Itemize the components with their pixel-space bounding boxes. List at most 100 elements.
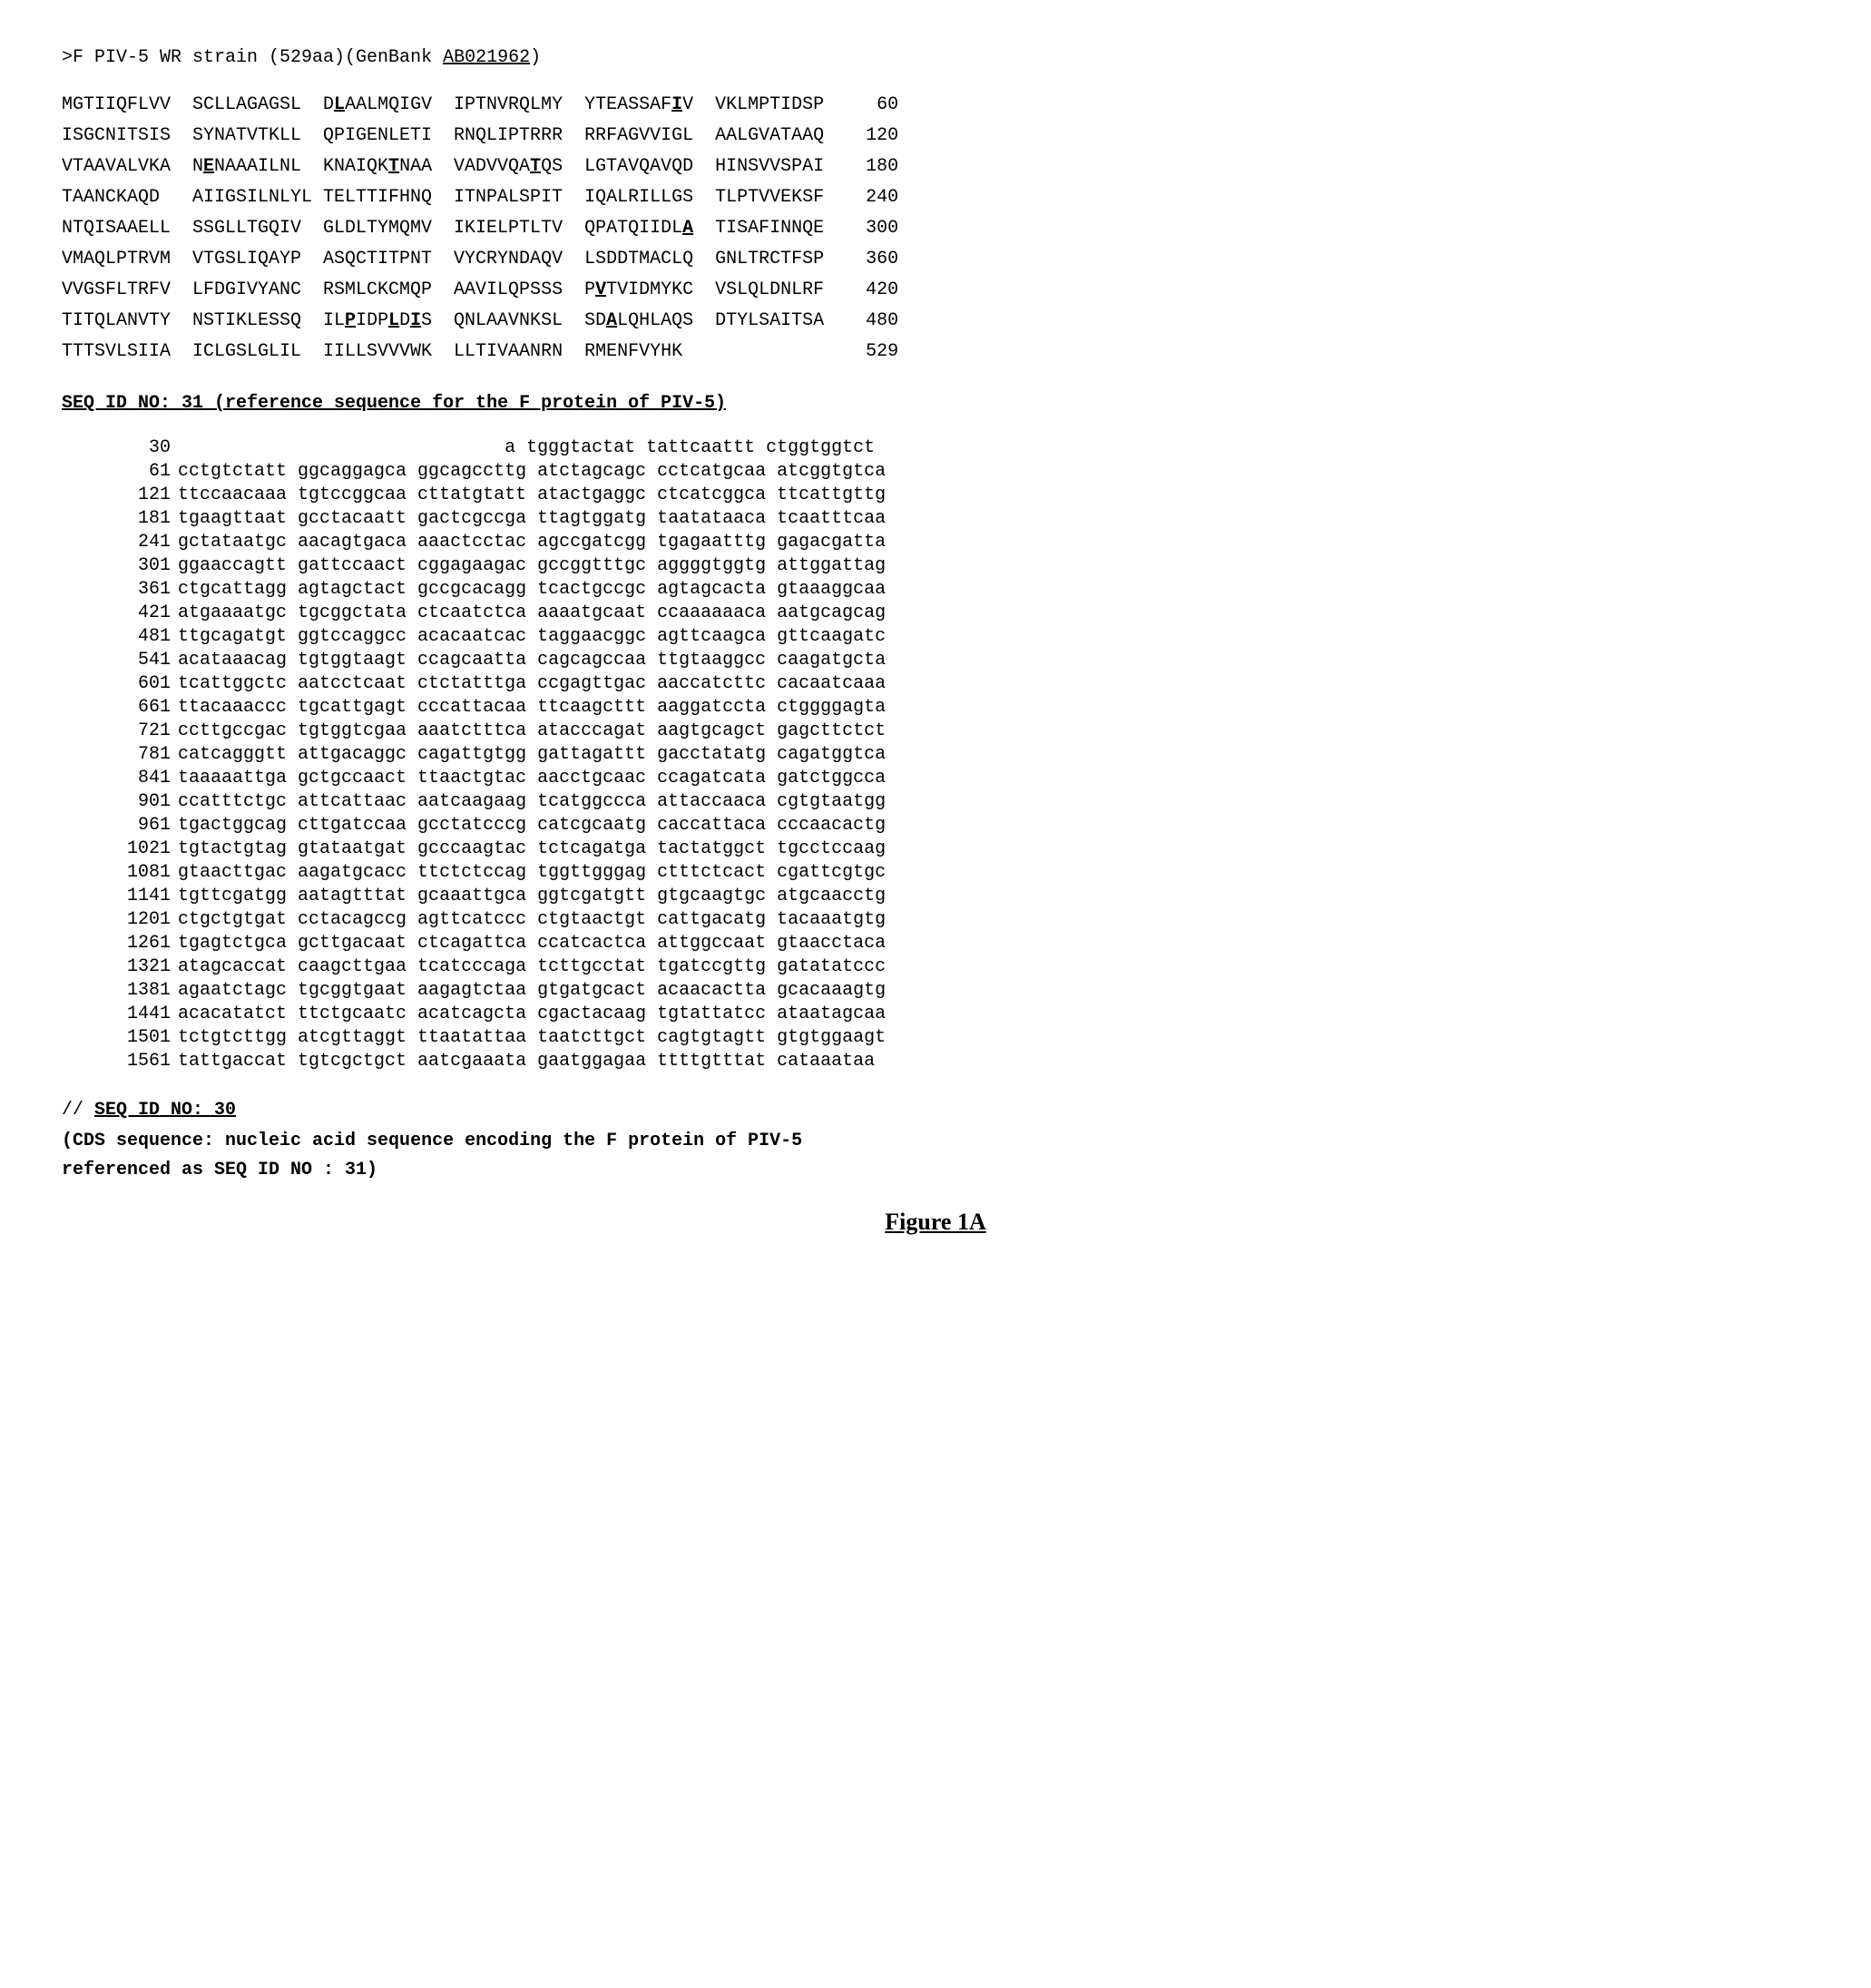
nucleotide-position: 1381 <box>62 979 178 1003</box>
nucleotide-sequence: tcattggctc aatcctcaat ctctatttga ccgagtt… <box>178 672 886 696</box>
nucleotide-row: 721ccttgccgac tgtggtcgaa aaatctttca atac… <box>62 720 1809 743</box>
nucleotide-sequence: tgaagttaat gcctacaatt gactcgccga ttagtgg… <box>178 507 886 531</box>
nucleotide-sequence: gtaacttgac aagatgcacc ttctctccag tggttgg… <box>178 861 886 885</box>
nucleotide-sequence: taaaaattga gctgccaact ttaactgtac aacctgc… <box>178 767 886 790</box>
nucleotide-position: 1441 <box>62 1003 178 1026</box>
nucleotide-sequence: tgactggcag cttgatccaa gcctatcccg catcgca… <box>178 814 886 837</box>
nucleotide-position: 601 <box>62 672 178 696</box>
protein-col: VMAQLPTRVM <box>62 245 192 274</box>
nucleotide-row: 1261tgagtctgca gcttgacaat ctcagattca cca… <box>62 932 1809 955</box>
nucleotide-row: 1021tgtactgtag gtataatgat gcccaagtac tct… <box>62 837 1809 861</box>
nucleotide-row: 901ccatttctgc attcattaac aatcaagaag tcat… <box>62 790 1809 814</box>
protein-col: IILLSVVVWK <box>323 338 454 367</box>
protein-row: NTQISAAELLSSGLLTGQIVGLDLTYMQMVIKIELPTLTV… <box>62 214 1809 243</box>
nucleotide-row: 541acataaacag tgtggtaagt ccagcaatta cagc… <box>62 649 1809 672</box>
nucleotide-row: 1201ctgctgtgat cctacagccg agttcatccc ctg… <box>62 908 1809 932</box>
protein-col: RNQLIPTRRR <box>454 122 584 151</box>
nucleotide-position: 421 <box>62 602 178 625</box>
footer-slash-line: // SEQ ID NO: 30 <box>62 1096 1809 1125</box>
protein-row: TITQLANVTYNSTIKLESSQILPIDPLDISQNLAAVNKSL… <box>62 307 1809 336</box>
protein-col: LGTAVQAVQD <box>584 152 715 181</box>
protein-position: 420 <box>855 276 898 305</box>
nucleotide-position: 1141 <box>62 885 178 908</box>
nucleotide-sequence-block: 30 a tgggtactat tattcaattt ctggtggtct61 c… <box>62 436 1809 1073</box>
protein-position: 529 <box>855 338 898 367</box>
nucleotide-position: 1201 <box>62 908 178 932</box>
header-prefix: >F PIV-5 WR strain (529aa)(GenBank <box>62 47 443 68</box>
nucleotide-position: 661 <box>62 696 178 720</box>
nucleotide-row: 121ttccaacaaa tgtccggcaa cttatgtatt atac… <box>62 484 1809 507</box>
slash-prefix: // <box>62 1100 94 1121</box>
protein-col: TLPTVVEKSF <box>715 183 846 212</box>
protein-row: MGTIIQFLVVSCLLAGAGSLDLAALMQIGVIPTNVRQLMY… <box>62 91 1809 120</box>
protein-col: SYNATVTKLL <box>192 122 323 151</box>
protein-position: 300 <box>855 214 898 243</box>
protein-col: MGTIIQFLVV <box>62 91 192 120</box>
protein-col: ICLGSLGLIL <box>192 338 323 367</box>
protein-position: 120 <box>855 122 898 151</box>
nucleotide-position: 1321 <box>62 955 178 979</box>
nucleotide-position: 721 <box>62 720 178 743</box>
protein-col: NTQISAAELL <box>62 214 192 243</box>
nucleotide-sequence: tgtactgtag gtataatgat gcccaagtac tctcaga… <box>178 837 886 861</box>
protein-col: RSMLCKCMQP <box>323 276 454 305</box>
header-suffix: ) <box>530 47 541 68</box>
protein-row: TAANCKAQDAIIGSILNLYLTELTTIFHNQITNPALSPIT… <box>62 183 1809 212</box>
protein-col: SSGLLTGQIV <box>192 214 323 243</box>
nucleotide-position: 61 <box>62 460 178 484</box>
protein-col: VADVVQATQS <box>454 152 584 181</box>
protein-col: ISGCNITSIS <box>62 122 192 151</box>
protein-col: VKLMPTIDSP <box>715 91 846 120</box>
nucleotide-position: 541 <box>62 649 178 672</box>
figure-label: Figure 1A <box>62 1203 1809 1241</box>
nucleotide-sequence: a tgggtactat tattcaattt ctggtggtct <box>178 436 875 460</box>
nucleotide-sequence: tctgtcttgg atcgttaggt ttaatattaa taatctt… <box>178 1026 886 1050</box>
nucleotide-row: 181tgaagttaat gcctacaatt gactcgccga ttag… <box>62 507 1809 531</box>
nucleotide-position: 841 <box>62 767 178 790</box>
seq-id-30: SEQ ID NO: 30 <box>94 1100 236 1121</box>
protein-col: NSTIKLESSQ <box>192 307 323 336</box>
nucleotide-sequence: ttccaacaaa tgtccggcaa cttatgtatt atactga… <box>178 484 886 507</box>
nucleotide-position: 781 <box>62 743 178 767</box>
protein-row: TTTSVLSIIAICLGSLGLILIILLSVVVWKLLTIVAANRN… <box>62 338 1809 367</box>
protein-col: PVTVIDMYKC <box>584 276 715 305</box>
footer-description: (CDS sequence: nucleic acid sequence enc… <box>62 1127 1809 1185</box>
footer-desc-line1: (CDS sequence: nucleic acid sequence enc… <box>62 1127 1809 1156</box>
nucleotide-position: 901 <box>62 790 178 814</box>
nucleotide-row: 841taaaaattga gctgccaact ttaactgtac aacc… <box>62 767 1809 790</box>
nucleotide-position: 1081 <box>62 861 178 885</box>
protein-col: VTGSLIQAYP <box>192 245 323 274</box>
protein-col: LLTIVAANRN <box>454 338 584 367</box>
protein-col: AIIGSILNLYL <box>192 183 323 212</box>
protein-col: RMENFVYHK <box>584 338 715 367</box>
nucleotide-row: 30 a tgggtactat tattcaattt ctggtggtct <box>62 436 1809 460</box>
protein-col: IKIELPTLTV <box>454 214 584 243</box>
genbank-accession: AB021962 <box>443 47 530 68</box>
nucleotide-position: 1261 <box>62 932 178 955</box>
nucleotide-sequence: agaatctagc tgcggtgaat aagagtctaa gtgatgc… <box>178 979 886 1003</box>
nucleotide-sequence: catcagggtt attgacaggc cagattgtgg gattaga… <box>178 743 886 767</box>
protein-col: TTTSVLSIIA <box>62 338 192 367</box>
nucleotide-sequence: acacatatct ttctgcaatc acatcagcta cgactac… <box>178 1003 886 1026</box>
protein-col: DTYLSAITSA <box>715 307 846 336</box>
protein-col: SDALQHLAQS <box>584 307 715 336</box>
nucleotide-row: 1141tgttcgatgg aatagtttat gcaaattgca ggt… <box>62 885 1809 908</box>
protein-col: KNAIQKTNAA <box>323 152 454 181</box>
protein-position: 180 <box>855 152 898 181</box>
protein-col: TAANCKAQD <box>62 183 192 212</box>
nucleotide-position: 121 <box>62 484 178 507</box>
nucleotide-row: 1561tattgaccat tgtcgctgct aatcgaaata gaa… <box>62 1050 1809 1073</box>
protein-col: SCLLAGAGSL <box>192 91 323 120</box>
protein-col: GNLTRCTFSP <box>715 245 846 274</box>
nucleotide-row: 661ttacaaaccc tgcattgagt cccattacaa ttca… <box>62 696 1809 720</box>
protein-col: AAVILQPSSS <box>454 276 584 305</box>
nucleotide-sequence: ctgctgtgat cctacagccg agttcatccc ctgtaac… <box>178 908 886 932</box>
nucleotide-position: 961 <box>62 814 178 837</box>
protein-col: ASQCTITPNT <box>323 245 454 274</box>
nucleotide-sequence: atagcaccat caagcttgaa tcatcccaga tcttgcc… <box>178 955 886 979</box>
protein-row: VTAAVALVKANENAAAILNLKNAIQKTNAAVADVVQATQS… <box>62 152 1809 181</box>
nucleotide-row: 301ggaaccagtt gattccaact cggagaagac gccg… <box>62 554 1809 578</box>
protein-col <box>715 338 846 367</box>
nucleotide-position: 361 <box>62 578 178 602</box>
nucleotide-sequence: atgaaaatgc tgcggctata ctcaatctca aaaatgc… <box>178 602 886 625</box>
